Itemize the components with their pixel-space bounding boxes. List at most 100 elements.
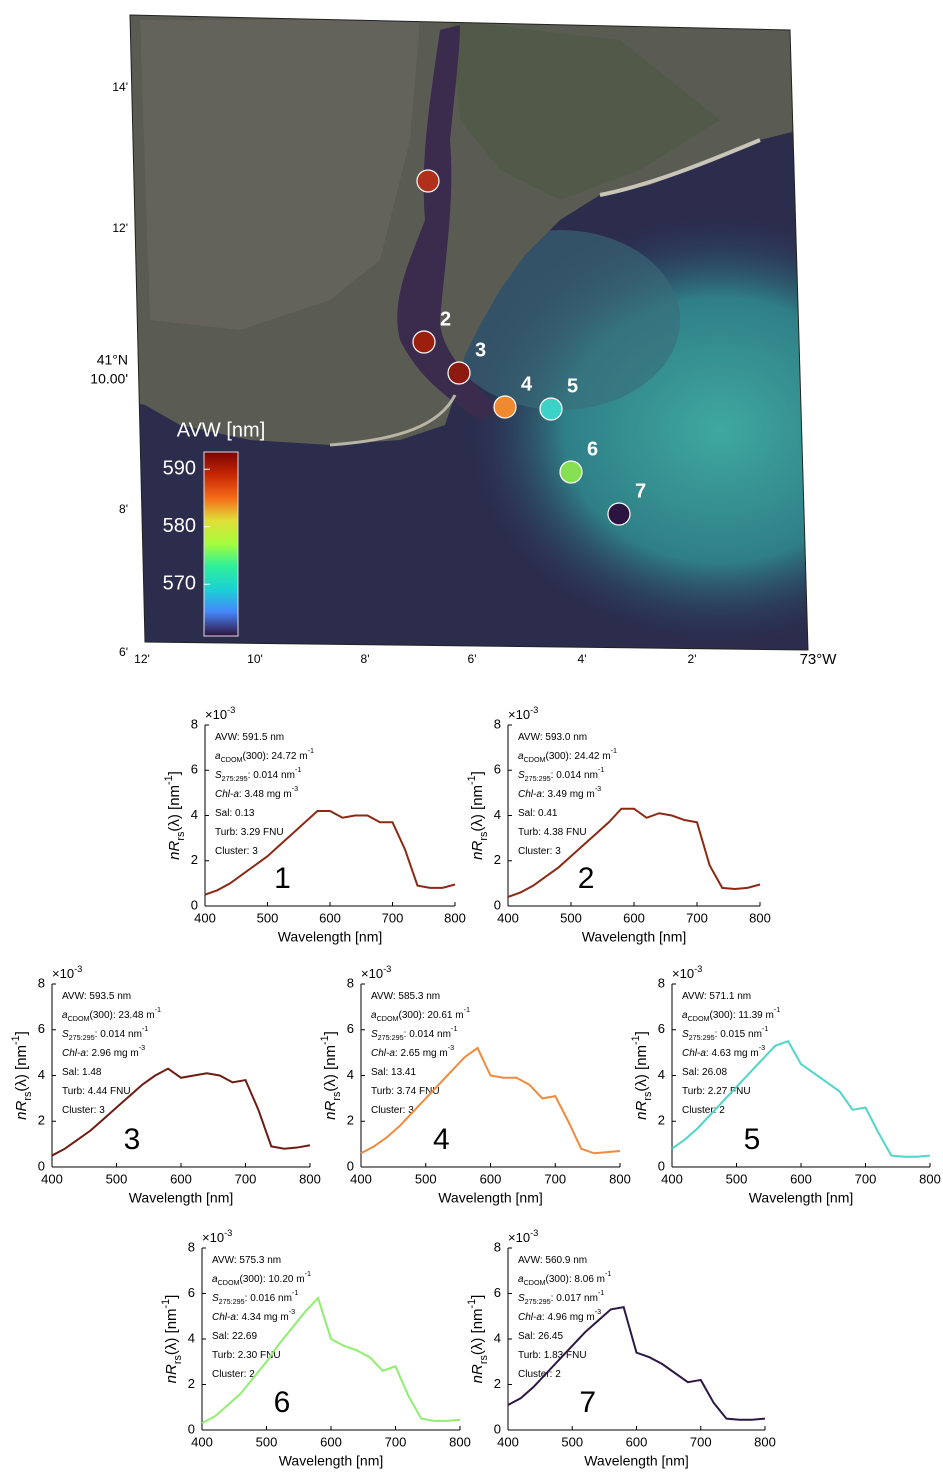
text-part: Turb: 4.38 FNU xyxy=(518,827,587,838)
text-part: -3 xyxy=(530,705,538,715)
text-part: -1 xyxy=(464,1005,470,1014)
x-tick-label: 400 xyxy=(350,1171,372,1186)
text-part: ] xyxy=(163,1295,180,1299)
text-part: Sal: 0.13 xyxy=(215,808,255,819)
text-part: : 0.014 nm xyxy=(404,1029,451,1040)
map-lon-label: 4' xyxy=(578,652,587,666)
y-tick-label: 8 xyxy=(38,975,45,990)
text-part: AVW: 591.5 nm xyxy=(215,732,284,743)
text-part: -1 xyxy=(292,1288,298,1297)
x-tick-label: 800 xyxy=(919,1171,941,1186)
x-tick-label: 500 xyxy=(256,1434,278,1449)
text-part: ] xyxy=(166,771,183,775)
y-axis-title: nRrs(λ) [nm-1] xyxy=(163,771,187,860)
y-multiplier: ×10-3 xyxy=(672,964,702,981)
text-part: -1 xyxy=(308,746,314,755)
text-part: : 2.96 mg m xyxy=(86,1048,139,1059)
map-lon-label: 6' xyxy=(468,652,477,666)
x-tick-label: 600 xyxy=(170,1171,192,1186)
annotation: aCDOM(300): 11.39 m-1 xyxy=(682,1005,780,1023)
annotation: AVW: 575.3 nm xyxy=(212,1255,281,1266)
x-tick-label: 700 xyxy=(686,910,708,925)
y-multiplier: ×10-3 xyxy=(202,1228,232,1245)
map-lat-label: 14' xyxy=(112,80,128,94)
text-part: -3 xyxy=(759,1043,765,1052)
text-part: -3 xyxy=(227,705,235,715)
text-part: (300): 8.06 m xyxy=(546,1274,605,1285)
colorbar-title: AVW [nm] xyxy=(177,419,266,441)
annotation: aCDOM(300): 24.42 m-1 xyxy=(518,746,617,764)
text-part: Chl-a xyxy=(212,1312,236,1323)
figure: 14'12'41°N10.00'8'6'12'10'8'6'4'2'73°W23… xyxy=(0,0,943,1475)
text-part: -3 xyxy=(74,964,82,974)
y-tick-label: 6 xyxy=(494,1285,501,1300)
x-tick-label: 400 xyxy=(497,910,519,925)
colorbar-tick-label: 590 xyxy=(163,458,196,480)
x-tick-label: 600 xyxy=(623,910,645,925)
annotation: Cluster: 2 xyxy=(212,1369,255,1380)
map-lat-label: 12' xyxy=(112,221,128,235)
station xyxy=(494,396,516,418)
text-part: Sal: 22.69 xyxy=(212,1331,257,1342)
text-part: ] xyxy=(322,1031,339,1035)
x-tick-label: 600 xyxy=(626,1434,648,1449)
station xyxy=(560,461,582,483)
text-part: nR xyxy=(633,1100,650,1119)
y-tick-label: 2 xyxy=(191,852,198,867)
x-tick-label: 400 xyxy=(497,1434,519,1449)
text-part: : 4.96 mg m xyxy=(542,1312,595,1323)
annotation: Sal: 26.45 xyxy=(518,1331,563,1342)
text-part: -1 xyxy=(10,1035,22,1045)
annotation: Turb: 2.27 FNU xyxy=(682,1086,751,1097)
text-part: -1 xyxy=(466,775,478,785)
text-part: -1 xyxy=(142,1024,148,1033)
x-tick-label: 500 xyxy=(561,1434,583,1449)
text-part: 275:295 xyxy=(378,1033,404,1042)
text-part: 275:295 xyxy=(525,774,551,783)
y-multiplier: ×10-3 xyxy=(508,1228,538,1245)
x-tick-label: 700 xyxy=(382,910,404,925)
annotation: Turb: 4.44 FNU xyxy=(62,1086,131,1097)
annotation: Cluster: 3 xyxy=(62,1105,105,1116)
x-tick-label: 500 xyxy=(257,910,279,925)
annotation: Chl-a: 4.34 mg m-3 xyxy=(212,1307,295,1322)
y-tick-label: 6 xyxy=(191,762,198,777)
station xyxy=(540,398,562,420)
text-part: AVW: 575.3 nm xyxy=(212,1255,281,1266)
annotation: S275:295: 0.014 nm-1 xyxy=(215,765,301,783)
text-part: Chl-a xyxy=(371,1048,395,1059)
x-tick-label: 700 xyxy=(855,1171,877,1186)
station-label: 7 xyxy=(635,480,646,502)
annotation: Chl-a: 2.65 mg m-3 xyxy=(371,1043,454,1058)
annotation: AVW: 560.9 nm xyxy=(518,1255,587,1266)
annotation: Chl-a: 4.63 mg m-3 xyxy=(682,1043,765,1058)
text-part: -1 xyxy=(451,1024,457,1033)
y-tick-label: 2 xyxy=(347,1113,354,1128)
y-tick-label: 2 xyxy=(494,852,501,867)
y-axis-title: nRrs(λ) [nm-1] xyxy=(466,771,490,860)
x-tick-label: 500 xyxy=(106,1171,128,1186)
text-part: -1 xyxy=(466,1299,478,1309)
text-part: ] xyxy=(469,771,486,775)
annotation: S275:295: 0.017 nm-1 xyxy=(518,1288,604,1306)
text-part: 275:295 xyxy=(525,1297,551,1306)
text-part: -3 xyxy=(530,1228,538,1238)
panel-number: 6 xyxy=(274,1386,291,1419)
text-part: Sal: 26.08 xyxy=(682,1067,727,1078)
text-part: nR xyxy=(322,1100,339,1119)
text-part: Cluster: 3 xyxy=(371,1105,414,1116)
text-part: : 0.017 nm xyxy=(551,1293,598,1304)
annotation: Sal: 0.13 xyxy=(215,808,255,819)
text-part: (λ) [nm xyxy=(166,785,183,832)
colorbar-tick-label: 570 xyxy=(163,573,196,595)
text-part: CDOM xyxy=(218,1278,240,1287)
text-part: -1 xyxy=(774,1005,780,1014)
annotation: Chl-a: 2.96 mg m-3 xyxy=(62,1043,145,1058)
text-part: Turb: 2.27 FNU xyxy=(682,1086,751,1097)
text-part: AVW: 593.0 nm xyxy=(518,732,587,743)
y-tick-label: 4 xyxy=(494,1330,501,1345)
text-part: ×10 xyxy=(205,707,227,722)
text-part: -1 xyxy=(598,1288,604,1297)
annotation: Sal: 0.41 xyxy=(518,808,558,819)
text-part: : 0.016 nm xyxy=(245,1293,292,1304)
